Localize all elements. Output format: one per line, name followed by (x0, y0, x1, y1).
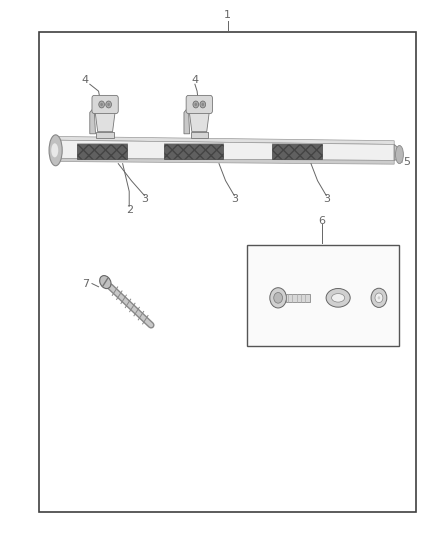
Ellipse shape (378, 296, 380, 300)
Ellipse shape (332, 294, 345, 302)
Polygon shape (394, 144, 400, 160)
Ellipse shape (270, 288, 286, 308)
Bar (286, 294, 310, 302)
Ellipse shape (274, 293, 283, 303)
Polygon shape (96, 132, 114, 138)
Ellipse shape (326, 288, 350, 307)
Polygon shape (57, 158, 394, 164)
Bar (247, 245, 399, 346)
Text: 5: 5 (403, 157, 410, 167)
Polygon shape (90, 107, 95, 134)
FancyBboxPatch shape (92, 95, 118, 114)
Ellipse shape (375, 293, 383, 303)
Ellipse shape (371, 288, 387, 308)
Text: 6: 6 (318, 216, 325, 226)
Polygon shape (184, 107, 190, 134)
Ellipse shape (100, 103, 103, 106)
Ellipse shape (99, 101, 104, 108)
Ellipse shape (194, 103, 197, 106)
Polygon shape (94, 104, 116, 132)
Bar (272, 144, 322, 159)
Polygon shape (191, 132, 208, 138)
Text: 3: 3 (231, 195, 238, 204)
FancyBboxPatch shape (186, 95, 212, 114)
Ellipse shape (193, 101, 199, 108)
Bar (164, 144, 223, 159)
Polygon shape (188, 104, 210, 132)
Ellipse shape (201, 103, 204, 106)
Text: 1: 1 (224, 10, 231, 20)
Ellipse shape (51, 143, 58, 157)
Ellipse shape (100, 276, 111, 288)
Ellipse shape (107, 103, 110, 106)
Text: 2: 2 (126, 205, 133, 215)
Text: 3: 3 (141, 195, 148, 204)
Ellipse shape (49, 135, 62, 166)
Text: 3: 3 (323, 195, 330, 204)
Text: 7: 7 (82, 279, 89, 288)
Text: 4: 4 (82, 76, 89, 85)
Ellipse shape (106, 101, 111, 108)
Bar (77, 144, 127, 159)
Polygon shape (57, 136, 394, 144)
Ellipse shape (200, 101, 206, 108)
Ellipse shape (396, 146, 403, 164)
Bar (39, 32, 416, 512)
Polygon shape (57, 140, 394, 160)
Text: 4: 4 (191, 76, 198, 85)
